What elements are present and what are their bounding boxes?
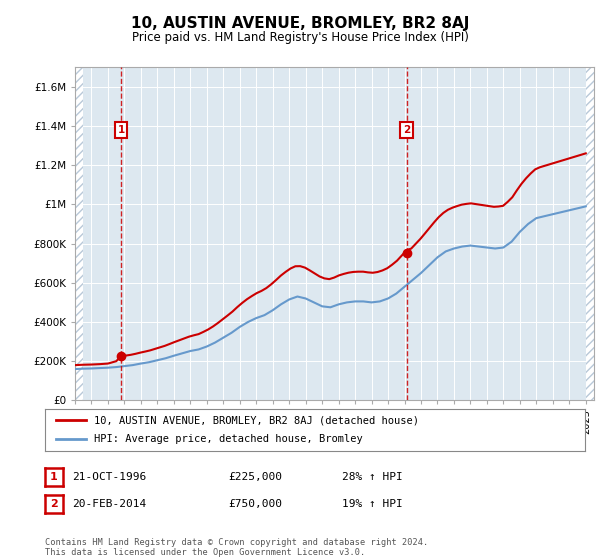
Text: £750,000: £750,000 <box>228 499 282 509</box>
Text: 2: 2 <box>403 125 410 135</box>
Text: 10, AUSTIN AVENUE, BROMLEY, BR2 8AJ: 10, AUSTIN AVENUE, BROMLEY, BR2 8AJ <box>131 16 469 31</box>
Text: Price paid vs. HM Land Registry's House Price Index (HPI): Price paid vs. HM Land Registry's House … <box>131 31 469 44</box>
Text: HPI: Average price, detached house, Bromley: HPI: Average price, detached house, Brom… <box>94 435 362 445</box>
Text: 10, AUSTIN AVENUE, BROMLEY, BR2 8AJ (detached house): 10, AUSTIN AVENUE, BROMLEY, BR2 8AJ (det… <box>94 415 419 425</box>
Bar <box>586 67 594 400</box>
Text: 1: 1 <box>118 125 125 135</box>
Text: 28% ↑ HPI: 28% ↑ HPI <box>342 472 403 482</box>
Text: 1: 1 <box>50 472 58 482</box>
Bar <box>75 67 83 400</box>
Text: 19% ↑ HPI: 19% ↑ HPI <box>342 499 403 509</box>
Text: Contains HM Land Registry data © Crown copyright and database right 2024.
This d: Contains HM Land Registry data © Crown c… <box>45 538 428 557</box>
Text: 2: 2 <box>50 499 58 509</box>
Text: 21-OCT-1996: 21-OCT-1996 <box>72 472 146 482</box>
Text: 20-FEB-2014: 20-FEB-2014 <box>72 499 146 509</box>
Text: £225,000: £225,000 <box>228 472 282 482</box>
